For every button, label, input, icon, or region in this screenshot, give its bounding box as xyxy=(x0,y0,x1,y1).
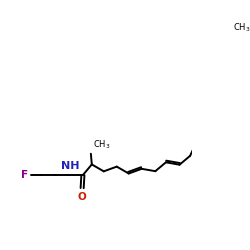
Text: CH$_3$: CH$_3$ xyxy=(93,138,111,151)
Text: NH: NH xyxy=(60,161,79,171)
Text: CH$_3$: CH$_3$ xyxy=(233,21,250,34)
Text: O: O xyxy=(77,192,86,202)
Text: F: F xyxy=(20,170,28,180)
